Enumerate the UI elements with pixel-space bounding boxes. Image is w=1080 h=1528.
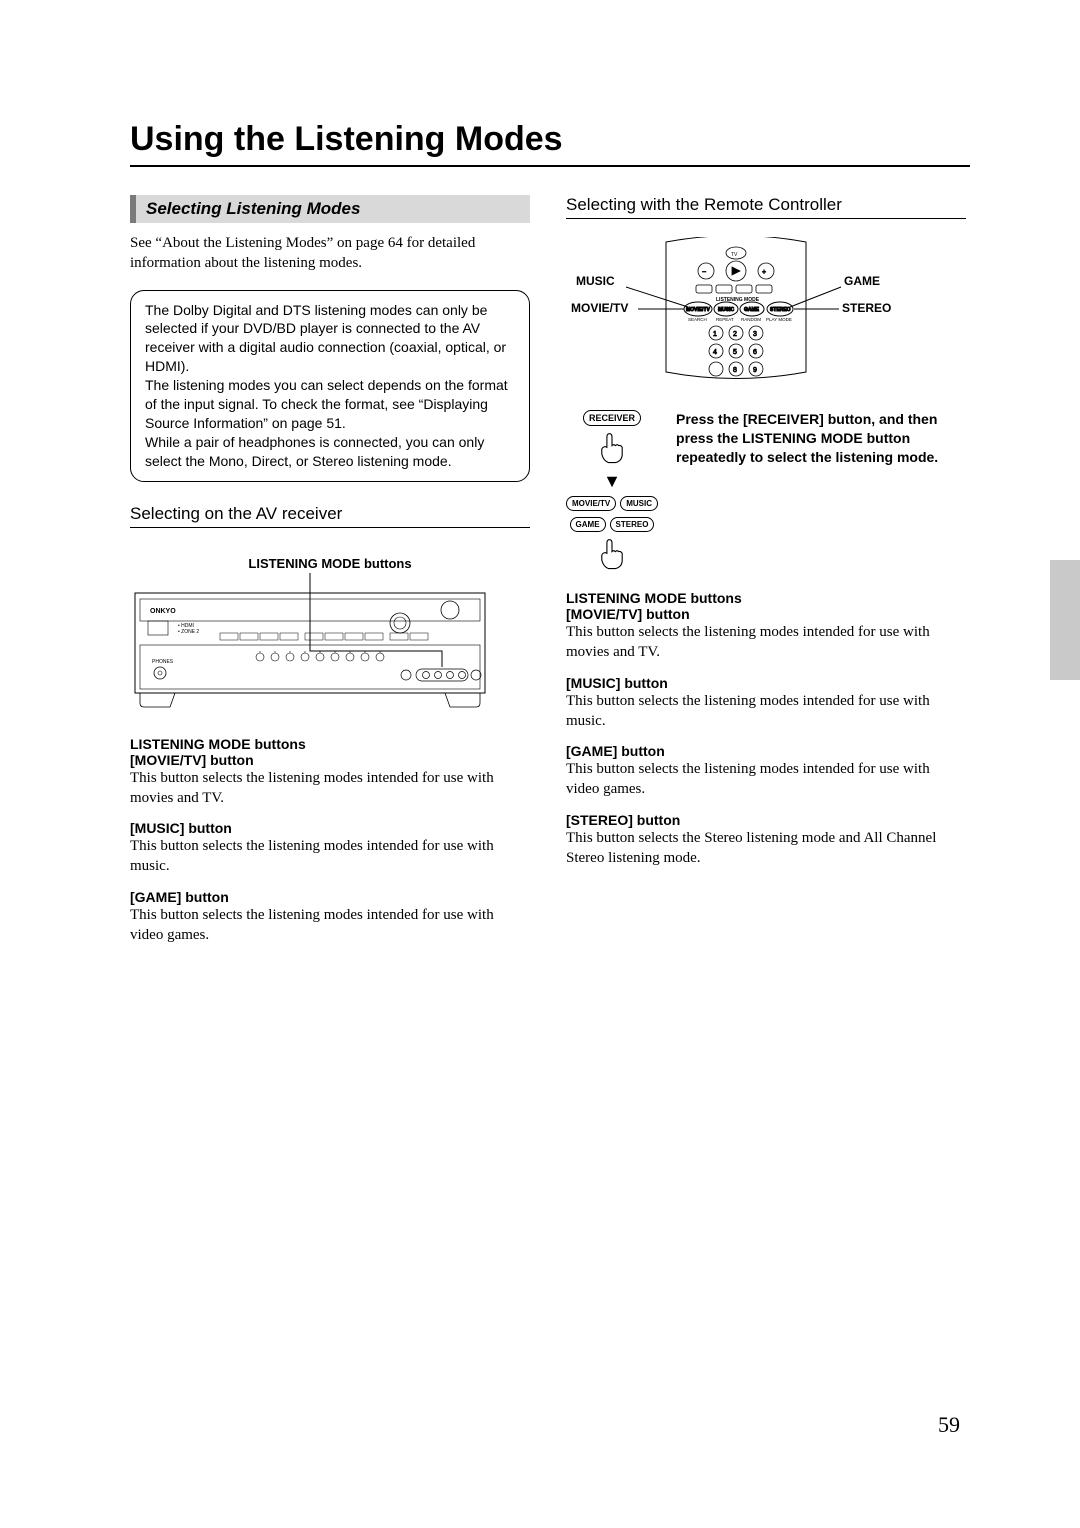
svg-text:6: 6	[753, 349, 757, 356]
hand-press-icon	[595, 432, 629, 466]
svg-text:5: 5	[733, 349, 737, 356]
page-title: Using the Listening Modes	[130, 120, 970, 159]
svg-text:RANDOM: RANDOM	[741, 317, 761, 322]
side-tab	[1050, 560, 1080, 680]
right-music-label: [MUSIC] button	[566, 675, 966, 691]
pill-music: MUSIC	[620, 496, 658, 511]
right-stereo-desc: This button selects the Stereo listening…	[566, 828, 966, 869]
page-number: 59	[938, 1412, 960, 1438]
title-rule	[130, 165, 970, 167]
svg-text:4: 4	[713, 349, 717, 356]
pill-movietv: MOVIE/TV	[566, 496, 616, 511]
svg-text:MUSIC: MUSIC	[718, 307, 735, 313]
step-text: Press the [RECEIVER] button, and then pr…	[676, 410, 966, 572]
hand-press-icon-2	[595, 538, 629, 572]
svg-text:PHONES: PHONES	[152, 659, 174, 665]
svg-text:STEREO: STEREO	[770, 307, 791, 313]
right-game-label: [GAME] button	[566, 743, 966, 759]
svg-text:1: 1	[713, 331, 717, 338]
remote-controller-figure: TV − + LISTENING MODE MO	[566, 237, 906, 387]
svg-text:MOVIE/TV: MOVIE/TV	[686, 307, 711, 313]
svg-text:−: −	[702, 269, 706, 276]
svg-text:SEARCH: SEARCH	[688, 317, 707, 322]
note-box: The Dolby Digital and DTS listening mode…	[130, 290, 530, 482]
pill-stereo: STEREO	[610, 517, 655, 532]
svg-text:3: 3	[753, 331, 757, 338]
remote-label-game: GAME	[844, 274, 880, 288]
right-music-desc: This button selects the listening modes …	[566, 691, 966, 732]
svg-text:PLAY MODE: PLAY MODE	[766, 317, 792, 322]
left-movie-desc: This button selects the listening modes …	[130, 768, 530, 809]
svg-text:• ZONE 2: • ZONE 2	[178, 629, 199, 635]
svg-text:+: +	[762, 269, 766, 276]
step-block: RECEIVER ▼ MOVIE/TV MUSIC GAME STEREO	[566, 410, 966, 572]
subhead-remote: Selecting with the Remote Controller	[566, 195, 966, 219]
section-heading-selecting: Selecting Listening Modes	[130, 195, 530, 223]
left-game-desc: This button selects the listening modes …	[130, 905, 530, 946]
intro-text: See “About the Listening Modes” on page …	[130, 233, 530, 274]
left-music-desc: This button selects the listening modes …	[130, 836, 530, 877]
pill-receiver: RECEIVER	[583, 410, 641, 426]
svg-text:REPEAT: REPEAT	[716, 317, 734, 322]
right-movie-label: [MOVIE/TV] button	[566, 606, 966, 622]
brand-label: ONKYO	[150, 608, 176, 615]
left-movie-label: [MOVIE/TV] button	[130, 752, 530, 768]
down-arrow-icon: ▼	[603, 472, 621, 490]
right-movie-desc: This button selects the listening modes …	[566, 622, 966, 663]
svg-text:TV: TV	[731, 252, 738, 258]
left-column: Selecting Listening Modes See “About the…	[130, 195, 530, 949]
svg-text:2: 2	[733, 331, 737, 338]
svg-text:GAME: GAME	[744, 307, 760, 313]
subhead-av-receiver: Selecting on the AV receiver	[130, 504, 530, 528]
av-receiver-figure: ONKYO • HDMI • ZONE 2	[130, 573, 490, 713]
two-column-layout: Selecting Listening Modes See “About the…	[130, 195, 970, 949]
right-game-desc: This button selects the listening modes …	[566, 759, 966, 800]
right-buttons-heading: LISTENING MODE buttons	[566, 590, 966, 606]
right-stereo-label: [STEREO] button	[566, 812, 966, 828]
page: Using the Listening Modes Selecting List…	[0, 0, 1080, 1528]
pill-game: GAME	[570, 517, 606, 532]
svg-text:8: 8	[733, 367, 737, 374]
step-icons: RECEIVER ▼ MOVIE/TV MUSIC GAME STEREO	[566, 410, 658, 572]
note-1: The Dolby Digital and DTS listening mode…	[145, 301, 515, 377]
remote-label-movietv: MOVIE/TV	[571, 301, 628, 315]
note-3: While a pair of headphones is connected,…	[145, 433, 515, 471]
remote-label-music: MUSIC	[576, 274, 615, 288]
remote-label-stereo: STEREO	[842, 301, 891, 315]
note-2: The listening modes you can select depen…	[145, 376, 515, 433]
caption-listening-mode-buttons: LISTENING MODE buttons	[130, 556, 530, 571]
right-column: Selecting with the Remote Controller TV …	[566, 195, 966, 949]
svg-text:9: 9	[753, 367, 757, 374]
left-game-label: [GAME] button	[130, 889, 530, 905]
left-buttons-heading: LISTENING MODE buttons	[130, 736, 530, 752]
left-music-label: [MUSIC] button	[130, 820, 530, 836]
